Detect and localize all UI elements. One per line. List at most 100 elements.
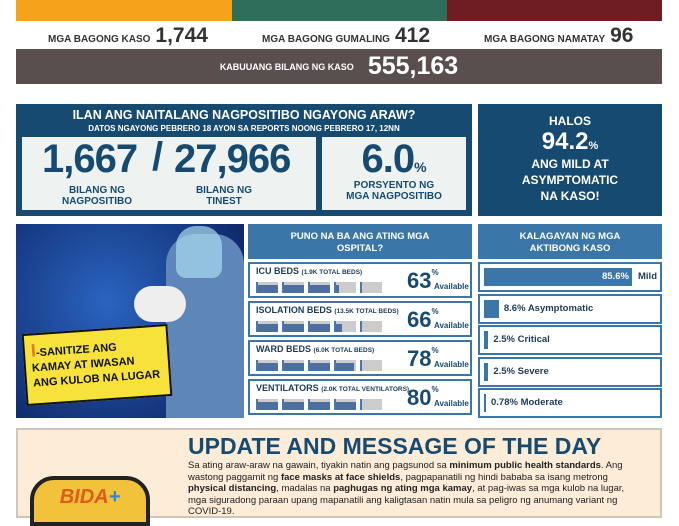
bed-icon	[256, 321, 278, 332]
active-bar	[484, 331, 489, 349]
message-panel: BIDA+ UPDATE AND MESSAGE OF THE DAY Sa a…	[16, 428, 662, 526]
ventilator-icon	[360, 399, 382, 410]
hospital-pct: 66%	[407, 307, 439, 332]
bed-icon	[256, 360, 278, 371]
msg-bold: physical distancing	[188, 483, 277, 494]
bed-icon	[360, 360, 382, 371]
maroon-band	[447, 0, 662, 21]
orange-band	[16, 0, 232, 21]
hospital-row-title: VENTILATORS (2.0K TOTAL VENTILATORS)	[256, 383, 409, 393]
active-header: KALAGAYAN NG MGA AKTIBONG KASO	[478, 224, 662, 259]
deaths-stat: MGA BAGONG NAMATAY 96	[484, 24, 633, 48]
active-label: Asymptomatic	[527, 302, 594, 314]
msg-bold: face masks at face shields	[280, 471, 401, 483]
face-shield	[176, 226, 222, 278]
msg-text: Sa ating araw-araw na gawain, tiyakin na…	[188, 460, 450, 471]
positivity-panel: ILAN ANG NAITALANG NAGPOSITIBO NGAYONG A…	[16, 104, 472, 216]
active-row: 85.6% Mild	[478, 262, 662, 292]
ventilator-icon	[282, 399, 304, 410]
active-pct: 2.5%	[493, 334, 515, 345]
hospital-name: ISOLATION BEDS	[256, 305, 332, 315]
bed-icon	[360, 282, 382, 293]
hospital-row-title: ISOLATION BEDS (13.5K TOTAL BEDS)	[256, 305, 399, 315]
capacity-icons	[256, 321, 382, 332]
capacity-icons	[256, 282, 382, 293]
bed-icon	[282, 360, 304, 371]
deaths-label: MGA BAGONG NAMATAY	[484, 34, 606, 45]
new-cases-label: MGA BAGONG KASO	[48, 34, 151, 45]
active-row: 8.6% Asymptomatic	[478, 293, 662, 324]
mild-line2: ANG MILD AT ASYMPTOMATIC NA KASO!	[521, 157, 619, 203]
bed-icon	[282, 321, 304, 332]
counts-box: 1,667 / 27,966 BILANG NG NAGPOSITIBO BIL…	[22, 135, 316, 210]
available-label: Available	[434, 360, 469, 369]
hospital-name: ICU BEDS	[256, 266, 300, 276]
active-label: Severe	[517, 365, 549, 377]
msg-text: , madalas na	[276, 483, 334, 494]
tested-count: 27,966	[174, 137, 291, 181]
active-bar	[484, 268, 632, 286]
available-label: Available	[434, 282, 469, 291]
bed-icon	[308, 321, 330, 332]
sanitize-poster: I-SANITIZE ANG KAMAY AT IWASAN ANG KULOB…	[16, 224, 244, 418]
available-label: Available	[434, 399, 469, 408]
slash: /	[152, 135, 163, 179]
hospital-row: ICU BEDS (1.9K TOTAL BEDS) 63% Available	[248, 262, 472, 298]
msg-text: , pagpapanatili ng hindi bababa sa isang…	[400, 471, 608, 483]
poster-text-box: I-SANITIZE ANG KAMAY AT IWASAN ANG KULOB…	[21, 323, 173, 407]
active-label: Mild	[638, 271, 657, 282]
hospital-pct: 80%	[407, 385, 439, 410]
new-cases-value: 1,744	[155, 24, 208, 47]
hospital-total: (6.0K TOTAL BEDS)	[313, 347, 375, 354]
deaths-value: 96	[610, 24, 634, 47]
active-row: 2.5% Critical	[478, 325, 662, 355]
pct-value: 78	[407, 346, 432, 371]
hospital-row-title: WARD BEDS (6.0K TOTAL BEDS)	[256, 344, 374, 354]
ventilator-icon	[334, 399, 356, 410]
positive-count: 1,667	[42, 137, 138, 181]
hospital-row: WARD BEDS (6.0K TOTAL BEDS) 78% Availabl…	[248, 340, 472, 376]
mild-value: 94.2	[541, 128, 589, 155]
active-pct: 0.78%	[491, 397, 518, 408]
hospital-name: VENTILATORS	[256, 383, 319, 393]
hospital-row: VENTILATORS (2.0K TOTAL VENTILATORS) 80%…	[248, 379, 472, 415]
bed-icon	[282, 282, 304, 293]
active-label: Moderate	[520, 397, 563, 408]
recovered-label: MGA BAGONG GUMALING	[262, 34, 390, 45]
active-pct: 8.6%	[503, 302, 526, 314]
bed-icon	[334, 282, 356, 293]
active-label: Critical	[517, 334, 550, 345]
bed-icon	[308, 282, 330, 293]
hospital-total: (2.0K TOTAL VENTILATORS)	[321, 386, 410, 393]
bida-logo: BIDA+	[30, 476, 150, 526]
total-cases-bar: KABUUANG BILANG NG KASO 555,163	[16, 49, 662, 84]
msg-bold: paghugas ng ating mga kamay	[333, 483, 473, 494]
recovered-value: 412	[394, 24, 431, 47]
bed-icon	[334, 360, 356, 371]
pct-value: 63	[407, 268, 432, 293]
active-pct: 85.6%	[602, 271, 629, 282]
rate-value: 6.0	[361, 137, 415, 181]
bed-icon	[308, 360, 330, 371]
mild-line1: HALOS	[549, 114, 591, 128]
recovered-stat: MGA BAGONG GUMALING 412	[262, 24, 430, 48]
capacity-icons	[256, 360, 382, 371]
message-body: Sa ating araw-araw na gawain, tiyakin na…	[188, 460, 628, 518]
ventilator-icon	[256, 399, 278, 410]
hospital-pct: 78%	[407, 346, 439, 371]
bed-icon	[360, 321, 382, 332]
rate-unit: %	[414, 159, 427, 175]
active-bar	[484, 362, 489, 381]
hospital-total: (1.9K TOTAL BEDS)	[301, 269, 363, 276]
ventilator-icon	[308, 399, 330, 410]
positivity-title: ILAN ANG NAITALANG NAGPOSITIBO NGAYONG A…	[72, 108, 416, 122]
green-band	[232, 0, 447, 21]
total-value: 555,163	[367, 52, 459, 80]
hospital-name: WARD BEDS	[256, 344, 312, 354]
positivity-subtitle: DATOS NGAYONG PEBRERO 18 AYON SA REPORTS…	[88, 124, 400, 133]
hospitals-header: PUNO NA BA ANG ATING MGA OSPITAL?	[248, 224, 472, 259]
active-row: 0.78% Moderate	[478, 388, 662, 418]
available-label: Available	[434, 321, 469, 330]
mild-unit: %	[588, 140, 599, 152]
pct-value: 80	[407, 385, 432, 410]
